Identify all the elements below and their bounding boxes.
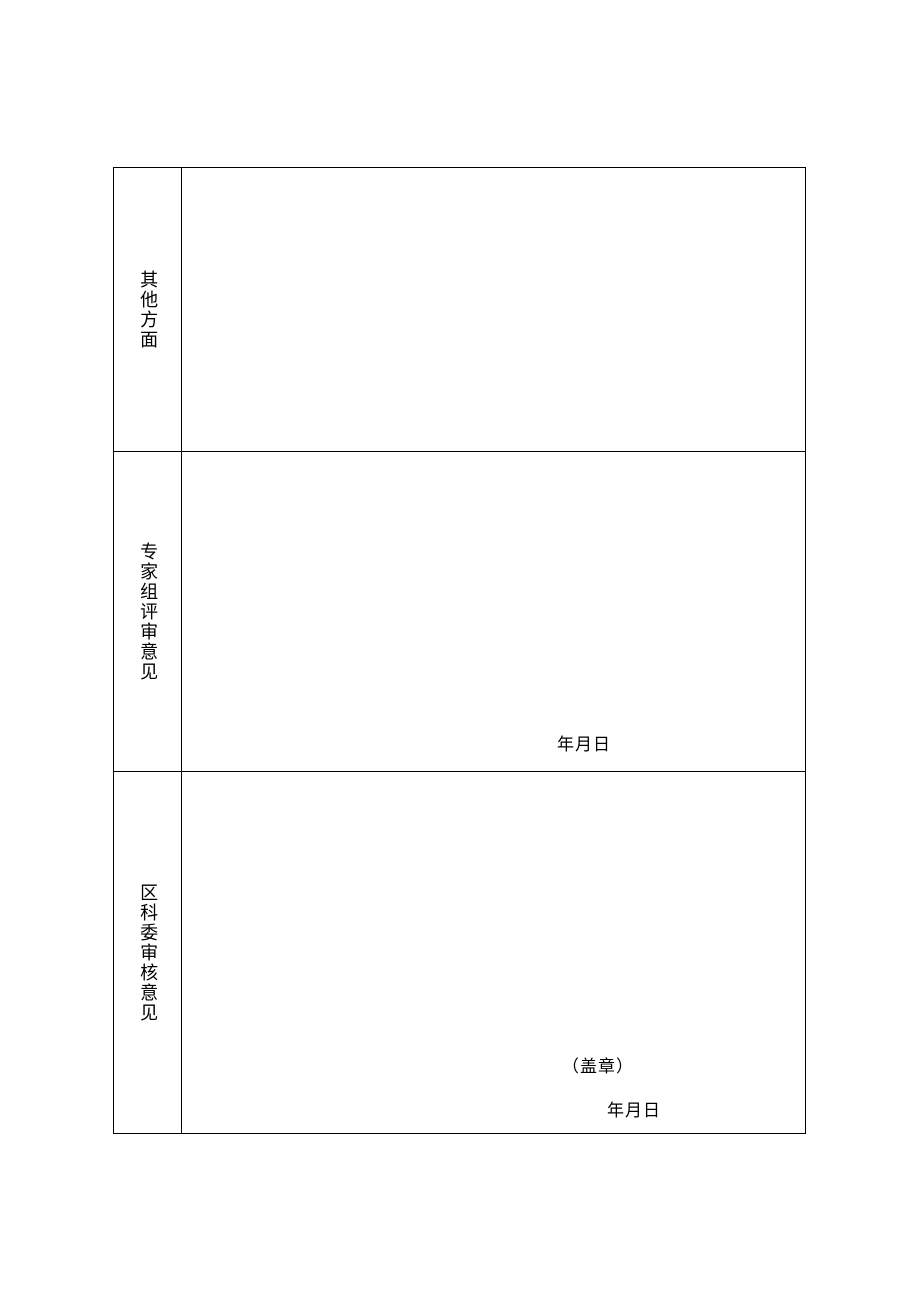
row-content-cell (182, 168, 805, 451)
row-label: 区科委审核意见 (135, 883, 160, 1023)
row-label-cell: 专家组评审意见 (114, 452, 182, 771)
date-placeholder: 年月日 (557, 730, 611, 755)
seal-placeholder: （盖章） (562, 1052, 634, 1077)
row-label: 其他方面 (135, 270, 160, 350)
row-label-cell: 区科委审核意见 (114, 772, 182, 1133)
row-content-cell: 年月日 (182, 452, 805, 771)
row-label-cell: 其他方面 (114, 168, 182, 451)
row-label: 专家组评审意见 (135, 542, 160, 682)
date-placeholder: 年月日 (607, 1096, 661, 1121)
table-row: 其他方面 (114, 168, 805, 452)
table-row: 专家组评审意见 年月日 (114, 452, 805, 772)
table-row: 区科委审核意见 （盖章） 年月日 (114, 772, 805, 1133)
form-table: 其他方面 专家组评审意见 年月日 区科委审核意见 （盖章） 年月日 (113, 167, 806, 1134)
row-content-cell: （盖章） 年月日 (182, 772, 805, 1133)
